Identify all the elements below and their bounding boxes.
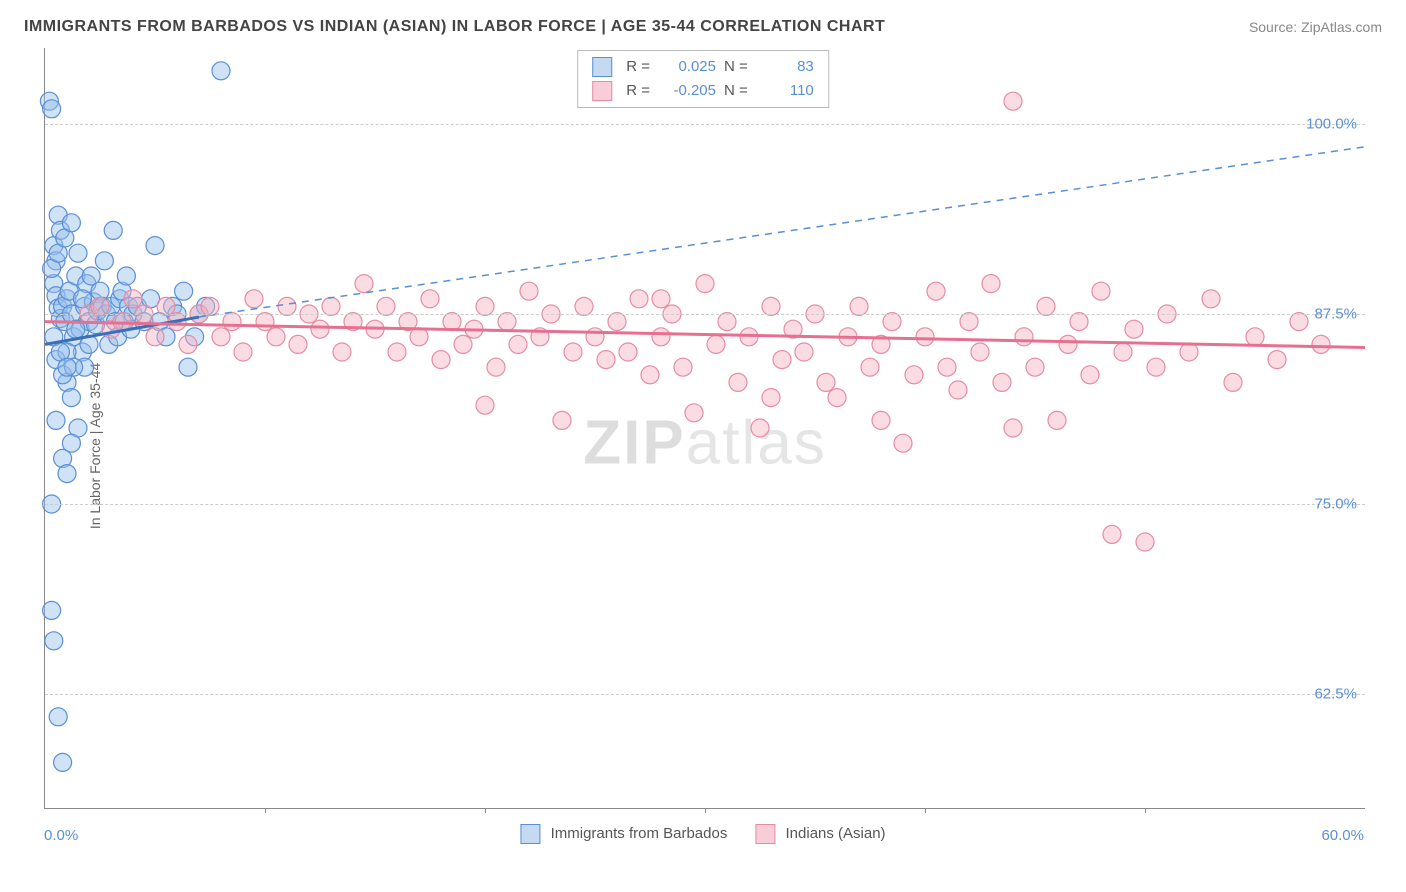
series-legend: Immigrants from Barbados Indians (Asian) [520,824,885,844]
x-axis-start: 0.0% [44,827,78,844]
gridline [45,504,1365,505]
n-label: N = [724,79,748,103]
y-tick-label: 75.0% [1314,496,1357,513]
r-value-barbados: 0.025 [658,55,716,79]
chart-plot-area: ZIPatlas 100.0%87.5%75.0%62.5% [44,48,1365,809]
legend-label-barbados: Immigrants from Barbados [551,825,728,842]
y-tick-label: 87.5% [1314,306,1357,323]
gridline [45,314,1365,315]
x-tick [1145,808,1146,813]
r-value-indian: -0.205 [658,79,716,103]
n-label: N = [724,55,748,79]
x-tick [925,808,926,813]
swatch-blue-icon [592,57,612,77]
x-tick [265,808,266,813]
swatch-pink-icon [755,824,775,844]
y-tick-label: 100.0% [1306,116,1357,133]
legend-label-indian: Indians (Asian) [786,825,886,842]
n-value-barbados: 83 [756,55,814,79]
legend-item-indian: Indians (Asian) [755,824,885,844]
legend-item-barbados: Immigrants from Barbados [520,824,727,844]
source-credit: Source: ZipAtlas.com [1249,19,1382,35]
y-tick-label: 62.5% [1314,686,1357,703]
gridline [45,694,1365,695]
correlation-legend: R = 0.025 N = 83 R = -0.205 N = 110 [577,50,829,108]
legend-row-indian: R = -0.205 N = 110 [592,79,814,103]
x-tick [705,808,706,813]
gridline [45,124,1365,125]
r-label: R = [626,79,650,103]
chart-title: IMMIGRANTS FROM BARBADOS VS INDIAN (ASIA… [24,18,885,36]
x-axis-end: 60.0% [1321,827,1364,844]
r-label: R = [626,55,650,79]
swatch-blue-icon [520,824,540,844]
x-tick [485,808,486,813]
legend-row-barbados: R = 0.025 N = 83 [592,55,814,79]
swatch-pink-icon [592,81,612,101]
n-value-indian: 110 [756,79,814,103]
